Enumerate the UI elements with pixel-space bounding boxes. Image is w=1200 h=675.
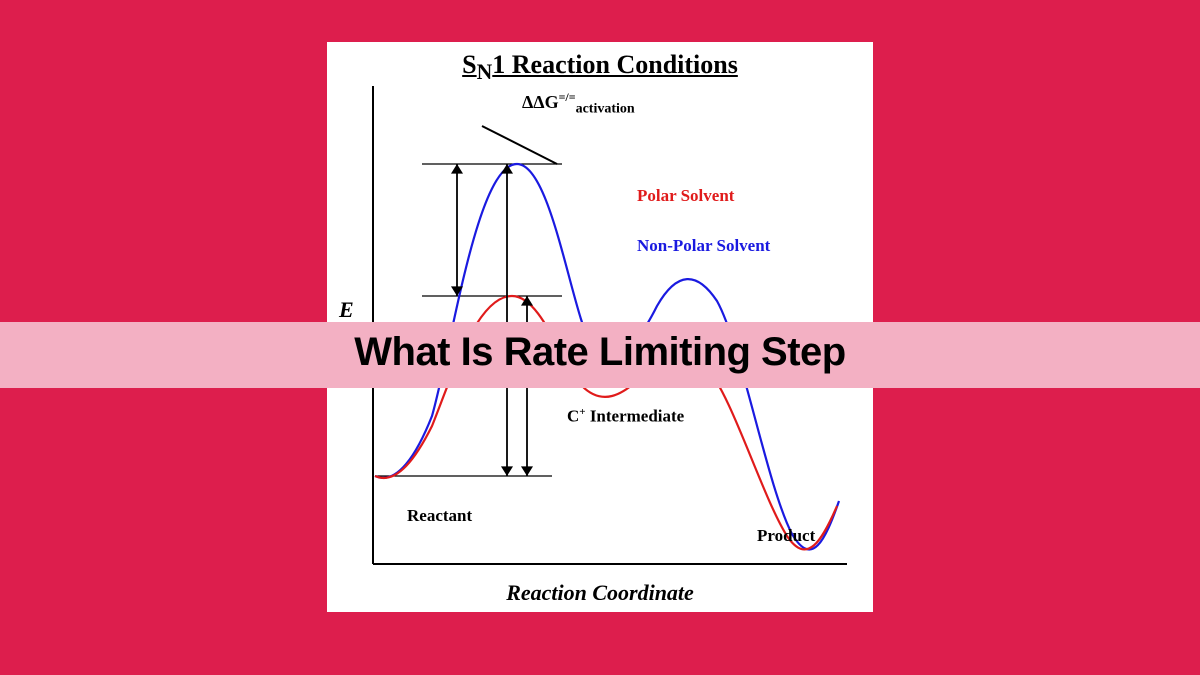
polar-solvent-label: Polar Solvent	[637, 186, 734, 206]
delta-g-activation-label: ΔΔG=/=activation	[522, 90, 635, 118]
intermediate-pre: C	[567, 407, 579, 426]
dg-main: ΔΔG	[522, 92, 559, 112]
title-sub: N	[477, 60, 493, 84]
title-prefix: S	[462, 50, 476, 79]
reactant-label: Reactant	[407, 506, 472, 526]
dg-sup: =/=	[559, 90, 576, 104]
y-axis-label: E	[339, 297, 354, 323]
x-axis-label: Reaction Coordinate	[327, 580, 873, 606]
chart-title: SN1 Reaction Conditions	[327, 50, 873, 85]
nonpolar-solvent-label: Non-Polar Solvent	[637, 236, 770, 256]
title-banner-text: What Is Rate Limiting Step	[0, 330, 1200, 375]
intermediate-post: Intermediate	[586, 407, 685, 426]
dg-sub: activation	[576, 102, 635, 117]
intermediate-label: C+ Intermediate	[567, 406, 684, 427]
product-label: Product	[757, 526, 815, 546]
title-suffix: 1 Reaction Conditions	[492, 50, 738, 79]
